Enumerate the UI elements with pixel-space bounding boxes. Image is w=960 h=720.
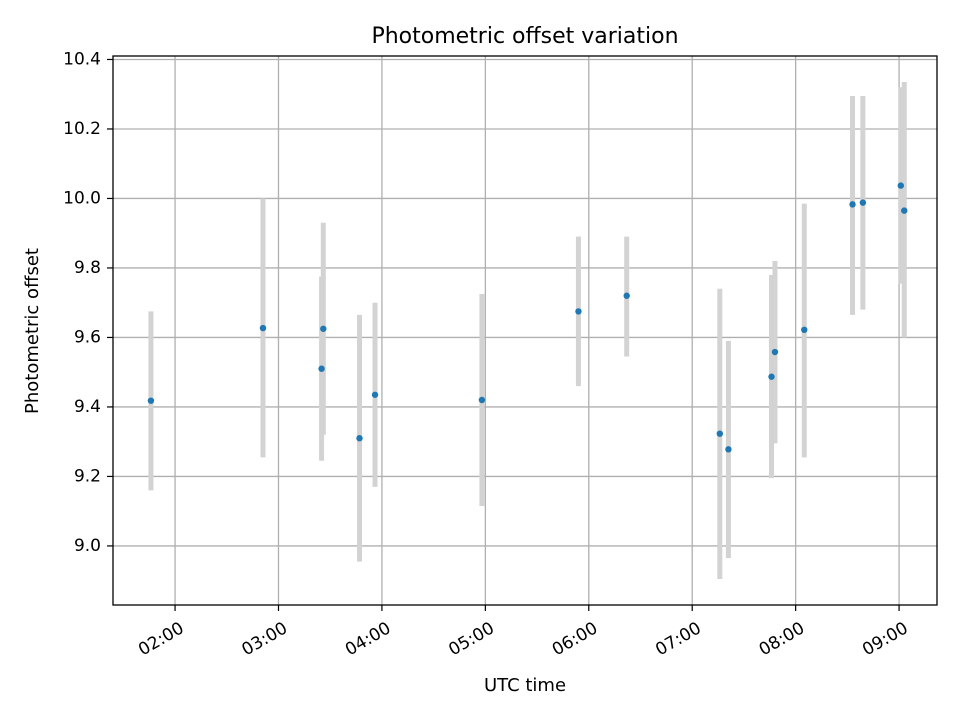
- x-tick-label: 04:00: [342, 618, 394, 660]
- x-tick-label: 02:00: [135, 618, 187, 660]
- y-tick-label: 10.4: [63, 49, 101, 69]
- data-point: [320, 325, 327, 332]
- data-point: [356, 435, 363, 442]
- data-point: [318, 365, 325, 372]
- data-point: [147, 397, 155, 404]
- y-axis-label: Photometric offset: [22, 248, 43, 414]
- data-point: [478, 396, 486, 404]
- grid: [113, 56, 937, 605]
- data-point: [371, 391, 379, 398]
- y-tick-label: 10.0: [63, 188, 101, 208]
- y-tick-label: 9.8: [74, 258, 101, 278]
- x-axis-ticks: 02:00 03:00 04:00 05:00 06:00 07:00 08:00 09:00: [135, 605, 912, 660]
- y-tick-label: 9.0: [74, 536, 101, 556]
- data-point: [849, 201, 856, 208]
- x-tick-label: 07:00: [652, 618, 704, 660]
- data-point: [623, 292, 630, 299]
- data-point: [716, 430, 723, 437]
- plot-frame: [112, 55, 938, 606]
- data-point: [259, 324, 267, 332]
- x-tick-label: 03:00: [239, 618, 291, 660]
- x-axis-label: UTC time: [484, 675, 566, 696]
- y-tick-label: 10.2: [63, 119, 101, 139]
- data-point: [575, 308, 582, 315]
- x-tick-label: 05:00: [445, 618, 497, 660]
- data-point: [859, 199, 867, 206]
- data-point: [897, 182, 904, 189]
- y-tick-label: 9.4: [74, 397, 101, 417]
- data-points: [147, 182, 908, 453]
- x-tick-label: 08:00: [756, 618, 808, 660]
- y-tick-label: 9.2: [74, 466, 101, 486]
- y-axis-ticks: 9.0 9.2 9.4 9.6 9.8 10.0 10.2 10.4: [63, 49, 113, 556]
- data-point: [801, 326, 808, 334]
- x-tick-label: 06:00: [549, 618, 601, 660]
- data-point: [901, 207, 908, 214]
- x-tick-label: 09:00: [859, 618, 911, 660]
- data-point: [725, 446, 732, 453]
- chart-title: Photometric offset variation: [371, 24, 678, 49]
- data-point: [771, 348, 779, 356]
- y-tick-label: 9.6: [74, 327, 101, 347]
- data-point: [768, 373, 775, 380]
